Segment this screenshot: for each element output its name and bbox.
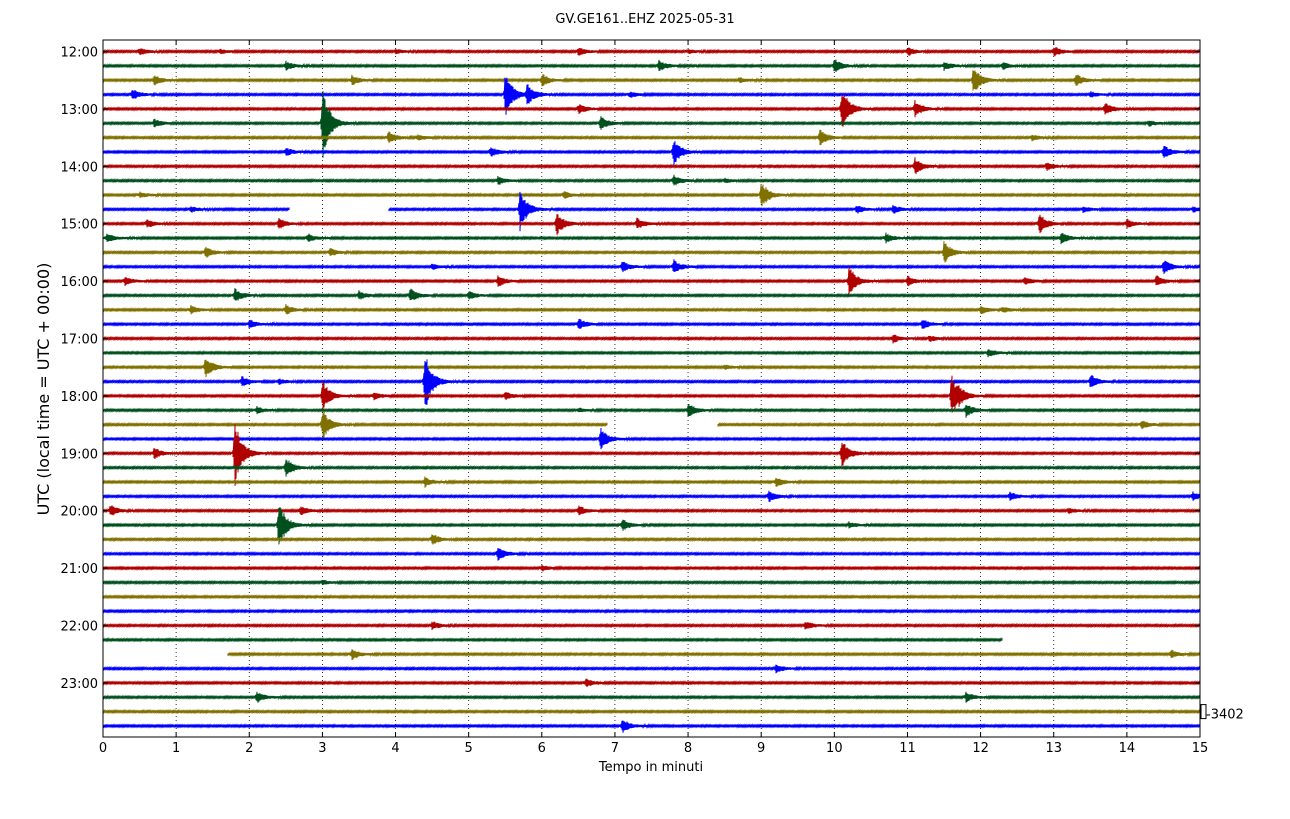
trace-1900: [102, 424, 1201, 486]
trace-2015: [102, 507, 1201, 545]
trace-1530: [102, 241, 1201, 263]
x-tick-label: 2: [245, 741, 253, 756]
trace-2115: [102, 579, 1201, 586]
y-tick-label: 19:00: [61, 447, 98, 462]
trace-2230: [227, 649, 1201, 661]
trace-2200: [102, 621, 1201, 631]
trace-2100: [102, 564, 1201, 572]
trace-1345: [102, 141, 1201, 166]
scale-label: -3402: [1206, 708, 1244, 723]
trace-1300: [102, 94, 1201, 127]
axes: 0 1 2 3 4 5 6 7 8 9 10 11 12 13 14 1512:0013:0014:0015:…: [61, 40, 1244, 756]
x-tick-label: 8: [684, 741, 692, 756]
chart-title: GV.GE161..EHZ 2025-05-31: [555, 12, 735, 27]
trace-2330: [102, 708, 1201, 715]
x-axis-label: Tempo in minuti: [598, 760, 703, 775]
x-tick-label: 9: [757, 741, 765, 756]
trace-1830: [102, 411, 1201, 439]
trace-1415: [102, 174, 1201, 186]
y-tick-label: 22:00: [61, 620, 98, 635]
plot-frame: [102, 39, 1201, 738]
x-tick-label: 7: [611, 741, 619, 756]
trace-2315: [102, 691, 1201, 703]
trace-1445: [102, 191, 1201, 232]
trace-2045: [102, 547, 1201, 561]
trace-1930: [102, 476, 1201, 488]
trace-1215: [102, 59, 1201, 73]
trace-1800: [102, 375, 1201, 413]
x-tick-label: 10: [826, 741, 843, 756]
x-tick-label: 0: [99, 741, 107, 756]
x-tick-label: 14: [1119, 741, 1136, 756]
y-tick-label: 23:00: [61, 677, 98, 692]
trace-1400: [102, 157, 1201, 175]
trace-1600: [102, 267, 1201, 297]
x-tick-label: 15: [1192, 741, 1209, 756]
x-tick-label: 13: [1045, 741, 1062, 756]
x-tick-label: 6: [538, 741, 546, 756]
y-tick-label: 13:00: [61, 103, 98, 118]
trace-2245: [102, 664, 1201, 674]
trace-1915: [102, 459, 1201, 477]
trace-1945: [102, 490, 1201, 502]
y-tick-label: 12:00: [61, 46, 98, 61]
trace-1545: [102, 259, 1201, 274]
trace-2000: [102, 505, 1201, 516]
trace-1630: [102, 303, 1201, 315]
trace-2130: [102, 593, 1201, 600]
y-tick-label: 14:00: [61, 160, 98, 175]
y-tick-label: 16:00: [61, 275, 98, 290]
x-tick-label: 1: [172, 741, 180, 756]
trace-1745: [102, 359, 1201, 405]
trace-1645: [102, 318, 1201, 329]
x-tick-label: 3: [318, 741, 326, 756]
trace-1815: [102, 403, 1201, 418]
trace-1515: [102, 232, 1201, 245]
trace-2215: [102, 637, 1003, 643]
trace-1315: [102, 91, 1201, 158]
trace-2300: [102, 678, 1201, 688]
vertical-grid: [175, 40, 1128, 737]
trace-1500: [102, 214, 1201, 235]
trace-2145: [102, 608, 1201, 614]
trace-1230: [102, 70, 1201, 91]
trace-1430: [102, 184, 1201, 207]
trace-1330: [102, 129, 1201, 146]
trace-1245: [102, 77, 1201, 115]
y-tick-label: 17:00: [61, 333, 98, 348]
trace-1200: [102, 47, 1201, 57]
trace-1615: [102, 288, 1201, 301]
trace-1700: [102, 334, 1201, 344]
x-tick-label: 11: [899, 741, 916, 756]
x-tick-label: 4: [391, 741, 399, 756]
seismic-traces: [102, 47, 1201, 733]
x-tick-label: 12: [972, 741, 989, 756]
trace-1845: [102, 427, 1201, 450]
y-tick-label: 18:00: [61, 390, 98, 405]
scale-bracket: [1200, 704, 1207, 720]
trace-1715: [102, 349, 1201, 358]
y-axis-label: UTC (local time = UTC + 00:00): [34, 263, 53, 516]
trace-2345: [102, 720, 1201, 733]
trace-2030: [102, 534, 1201, 545]
y-tick-label: 21:00: [61, 562, 98, 577]
y-tick-label: 15:00: [61, 218, 98, 233]
x-tick-label: 5: [465, 741, 473, 756]
trace-1730: [102, 359, 1201, 378]
y-tick-label: 20:00: [61, 505, 98, 520]
